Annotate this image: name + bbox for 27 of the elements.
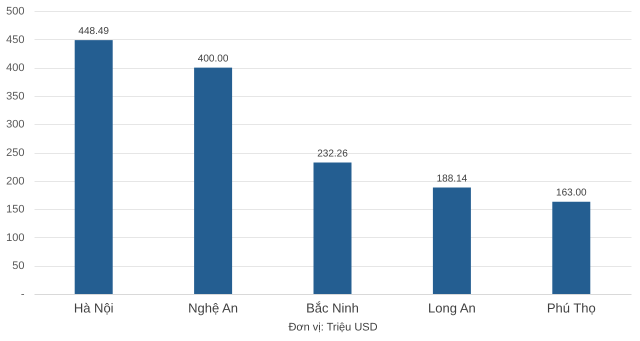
y-tick-label: 50 — [12, 260, 24, 272]
y-tick-label: 100 — [6, 232, 24, 244]
bar — [432, 188, 471, 294]
x-tick-label: Long An — [428, 300, 476, 316]
data-label: 448.49 — [78, 26, 110, 38]
x-axis-title: Đơn vị: Triệu USD — [288, 322, 378, 334]
x-tick-label: Bắc Ninh — [306, 300, 359, 316]
x-tick-label: Nghệ An — [188, 300, 238, 316]
x-tick-label: Phú Thọ — [546, 300, 596, 316]
y-tick-label: 400 — [6, 62, 24, 74]
y-tick-label: 500 — [6, 6, 24, 18]
y-tick-label: 300 — [6, 118, 24, 131]
bar — [194, 68, 232, 294]
y-tick-label: 250 — [6, 147, 24, 159]
data-label: 188.14 — [436, 174, 468, 185]
y-tick-label: 200 — [6, 175, 24, 188]
x-tick-label: Hà Nội — [74, 300, 114, 316]
data-label: 163.00 — [556, 188, 588, 199]
data-label: 232.26 — [317, 148, 348, 160]
y-tick-label: 350 — [6, 90, 24, 102]
y-tick-label: 450 — [6, 34, 24, 46]
y-tick-label: 150 — [6, 204, 24, 216]
y-tick-label: - — [20, 288, 25, 300]
bar — [552, 202, 590, 294]
data-label: 400.00 — [198, 54, 229, 65]
bar — [74, 40, 113, 294]
bar — [314, 162, 352, 294]
